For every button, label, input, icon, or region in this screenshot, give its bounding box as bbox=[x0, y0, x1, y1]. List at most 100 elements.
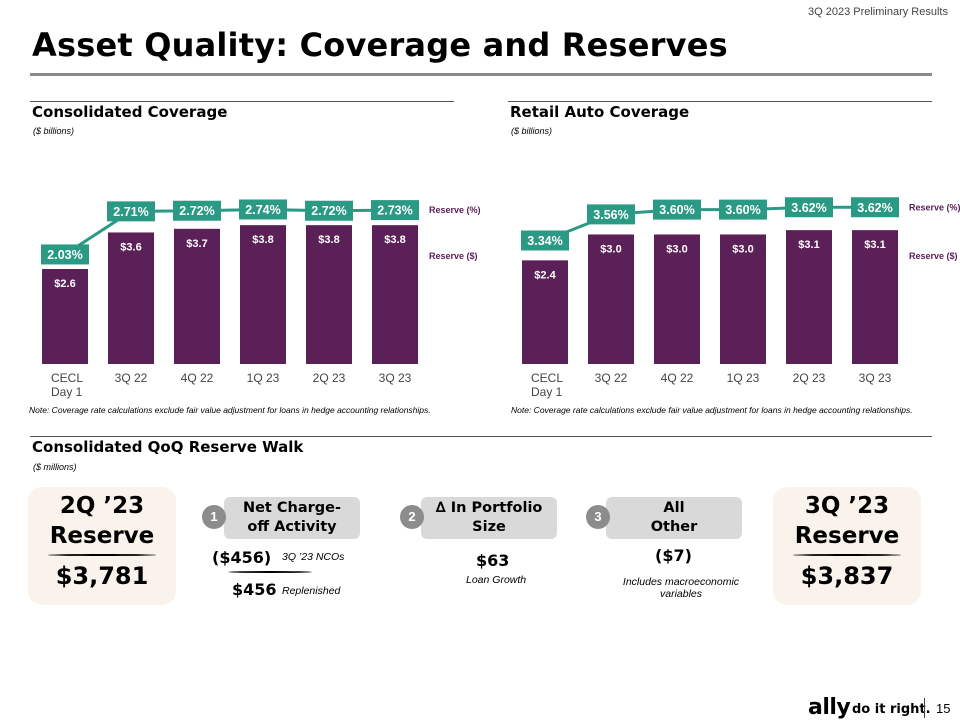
category-tick-label: Day 1 bbox=[51, 385, 83, 399]
category-tick-label: CECL bbox=[51, 371, 83, 385]
retail-title: Retail Auto Coverage bbox=[510, 103, 690, 121]
ally-logo: ally bbox=[808, 695, 851, 720]
legend-reserve-pct: Reserve (%) bbox=[429, 205, 480, 215]
portfolio-label: Loan Growth bbox=[466, 574, 527, 586]
category-tick-label: 3Q 22 bbox=[115, 371, 148, 385]
category-tick-label: 4Q 22 bbox=[181, 371, 214, 385]
category-tick-label: Day 1 bbox=[531, 385, 563, 399]
coverage-rate-marker: 3.60% bbox=[719, 199, 767, 220]
footer-divider bbox=[924, 698, 925, 718]
start-reserve-value: $3,781 bbox=[55, 562, 149, 590]
title-divider bbox=[30, 73, 932, 76]
nco-value: ($456) bbox=[212, 548, 272, 567]
bar bbox=[522, 260, 568, 364]
svg-text:3.62%: 3.62% bbox=[857, 201, 892, 215]
svg-text:2.74%: 2.74% bbox=[245, 203, 280, 217]
other-label: Includes macroeconomic variables bbox=[622, 576, 740, 600]
bar-value-label: $3.8 bbox=[318, 234, 339, 246]
bar-value-label: $3.1 bbox=[798, 239, 819, 251]
page-number: 15 bbox=[936, 701, 951, 716]
category-tick-label: 1Q 23 bbox=[247, 371, 280, 385]
bar bbox=[720, 234, 766, 364]
bar bbox=[174, 228, 220, 364]
section-divider bbox=[30, 101, 454, 102]
bar bbox=[852, 230, 898, 364]
coverage-rate-marker: 2.72% bbox=[305, 200, 353, 221]
svg-text:2.71%: 2.71% bbox=[113, 205, 148, 219]
page-title: Asset Quality: Coverage and Reserves bbox=[32, 26, 728, 64]
coverage-rate-marker: 3.34% bbox=[521, 230, 569, 251]
step-number-2: 2 bbox=[400, 505, 424, 529]
bar bbox=[654, 234, 700, 364]
walk-title: Consolidated QoQ Reserve Walk bbox=[32, 438, 304, 456]
coverage-rate-marker: 2.03% bbox=[41, 244, 89, 265]
other-value: ($7) bbox=[655, 546, 692, 565]
coverage-rate-marker: 2.72% bbox=[173, 200, 221, 221]
step-all-other: All Other bbox=[606, 497, 742, 539]
section-divider bbox=[30, 436, 932, 437]
svg-text:2.73%: 2.73% bbox=[377, 204, 412, 218]
end-reserve-title: 3Q ’23 Reserve bbox=[794, 493, 900, 549]
brand-tagline: do it right. bbox=[852, 702, 931, 717]
bar-value-label: $2.4 bbox=[534, 269, 556, 281]
consolidated-chart: $2.6 $3.6 $3.7 $3.8 $3.8 $3.8 CECL Day 1 3Q 22 4Q… bbox=[20, 150, 480, 405]
svg-text:2.72%: 2.72% bbox=[311, 204, 346, 218]
end-reserve-rule bbox=[793, 554, 901, 556]
bar bbox=[240, 225, 286, 364]
section-divider bbox=[508, 101, 932, 102]
bar-value-label: $3.0 bbox=[666, 243, 687, 255]
portfolio-value: $63 bbox=[476, 551, 510, 570]
coverage-rate-marker: 3.62% bbox=[851, 197, 899, 218]
category-tick-label: 3Q 23 bbox=[859, 371, 892, 385]
start-reserve-rule bbox=[48, 554, 156, 556]
bar-value-label: $3.0 bbox=[600, 243, 621, 255]
bar-value-label: $3.7 bbox=[186, 238, 207, 250]
category-tick-label: 3Q 22 bbox=[595, 371, 628, 385]
coverage-rate-marker: 2.73% bbox=[371, 200, 419, 221]
end-reserve-value: $3,837 bbox=[800, 562, 894, 590]
bar bbox=[42, 269, 88, 364]
svg-text:3.34%: 3.34% bbox=[527, 234, 562, 248]
consolidated-note: Note: Coverage rate calculations exclude… bbox=[29, 405, 431, 415]
bar bbox=[372, 225, 418, 364]
coverage-rate-marker: 3.62% bbox=[785, 197, 833, 218]
bar-value-label: $3.0 bbox=[732, 243, 753, 255]
svg-text:3.62%: 3.62% bbox=[791, 201, 826, 215]
start-reserve-title: 2Q ’23 Reserve bbox=[49, 493, 155, 549]
report-tag: 3Q 2023 Preliminary Results bbox=[807, 6, 948, 18]
bar bbox=[108, 232, 154, 364]
step-number-3: 3 bbox=[586, 505, 610, 529]
legend-reserve-dollar: Reserve ($) bbox=[429, 251, 478, 261]
category-tick-label: 3Q 23 bbox=[379, 371, 412, 385]
step-number-1: 1 bbox=[202, 505, 226, 529]
walk-units: ($ millions) bbox=[33, 462, 77, 472]
coverage-rate-marker: 3.60% bbox=[653, 199, 701, 220]
step-net-chargeoff: Net Charge- off Activity bbox=[224, 497, 360, 539]
coverage-rate-marker: 2.74% bbox=[239, 199, 287, 220]
category-tick-label: CECL bbox=[531, 371, 563, 385]
coverage-rate-marker: 3.56% bbox=[587, 204, 635, 225]
legend-reserve-dollar: Reserve ($) bbox=[909, 251, 958, 261]
category-tick-label: 2Q 23 bbox=[793, 371, 826, 385]
retail-units: ($ billions) bbox=[511, 126, 553, 136]
svg-text:3.56%: 3.56% bbox=[593, 208, 628, 222]
category-tick-label: 2Q 23 bbox=[313, 371, 346, 385]
category-tick-label: 4Q 22 bbox=[661, 371, 694, 385]
svg-text:3.60%: 3.60% bbox=[725, 203, 760, 217]
bar bbox=[786, 230, 832, 364]
replenished-value: $456 bbox=[232, 580, 277, 599]
nco-label: 3Q ’23 NCOs bbox=[282, 551, 345, 563]
replenished-label: Replenished bbox=[282, 585, 341, 597]
svg-text:2.72%: 2.72% bbox=[179, 204, 214, 218]
coverage-rate-marker: 2.71% bbox=[107, 201, 155, 222]
bar-value-label: $2.6 bbox=[54, 278, 75, 290]
bar bbox=[306, 225, 352, 364]
svg-text:3.60%: 3.60% bbox=[659, 203, 694, 217]
bar-value-label: $3.8 bbox=[384, 234, 405, 246]
retail-note: Note: Coverage rate calculations exclude… bbox=[511, 405, 913, 415]
start-reserve-card: 2Q ’23 Reserve $3,781 bbox=[28, 487, 176, 605]
category-tick-label: 1Q 23 bbox=[727, 371, 760, 385]
consolidated-units: ($ billions) bbox=[33, 126, 75, 136]
bar bbox=[588, 234, 634, 364]
nco-rule bbox=[228, 571, 312, 573]
